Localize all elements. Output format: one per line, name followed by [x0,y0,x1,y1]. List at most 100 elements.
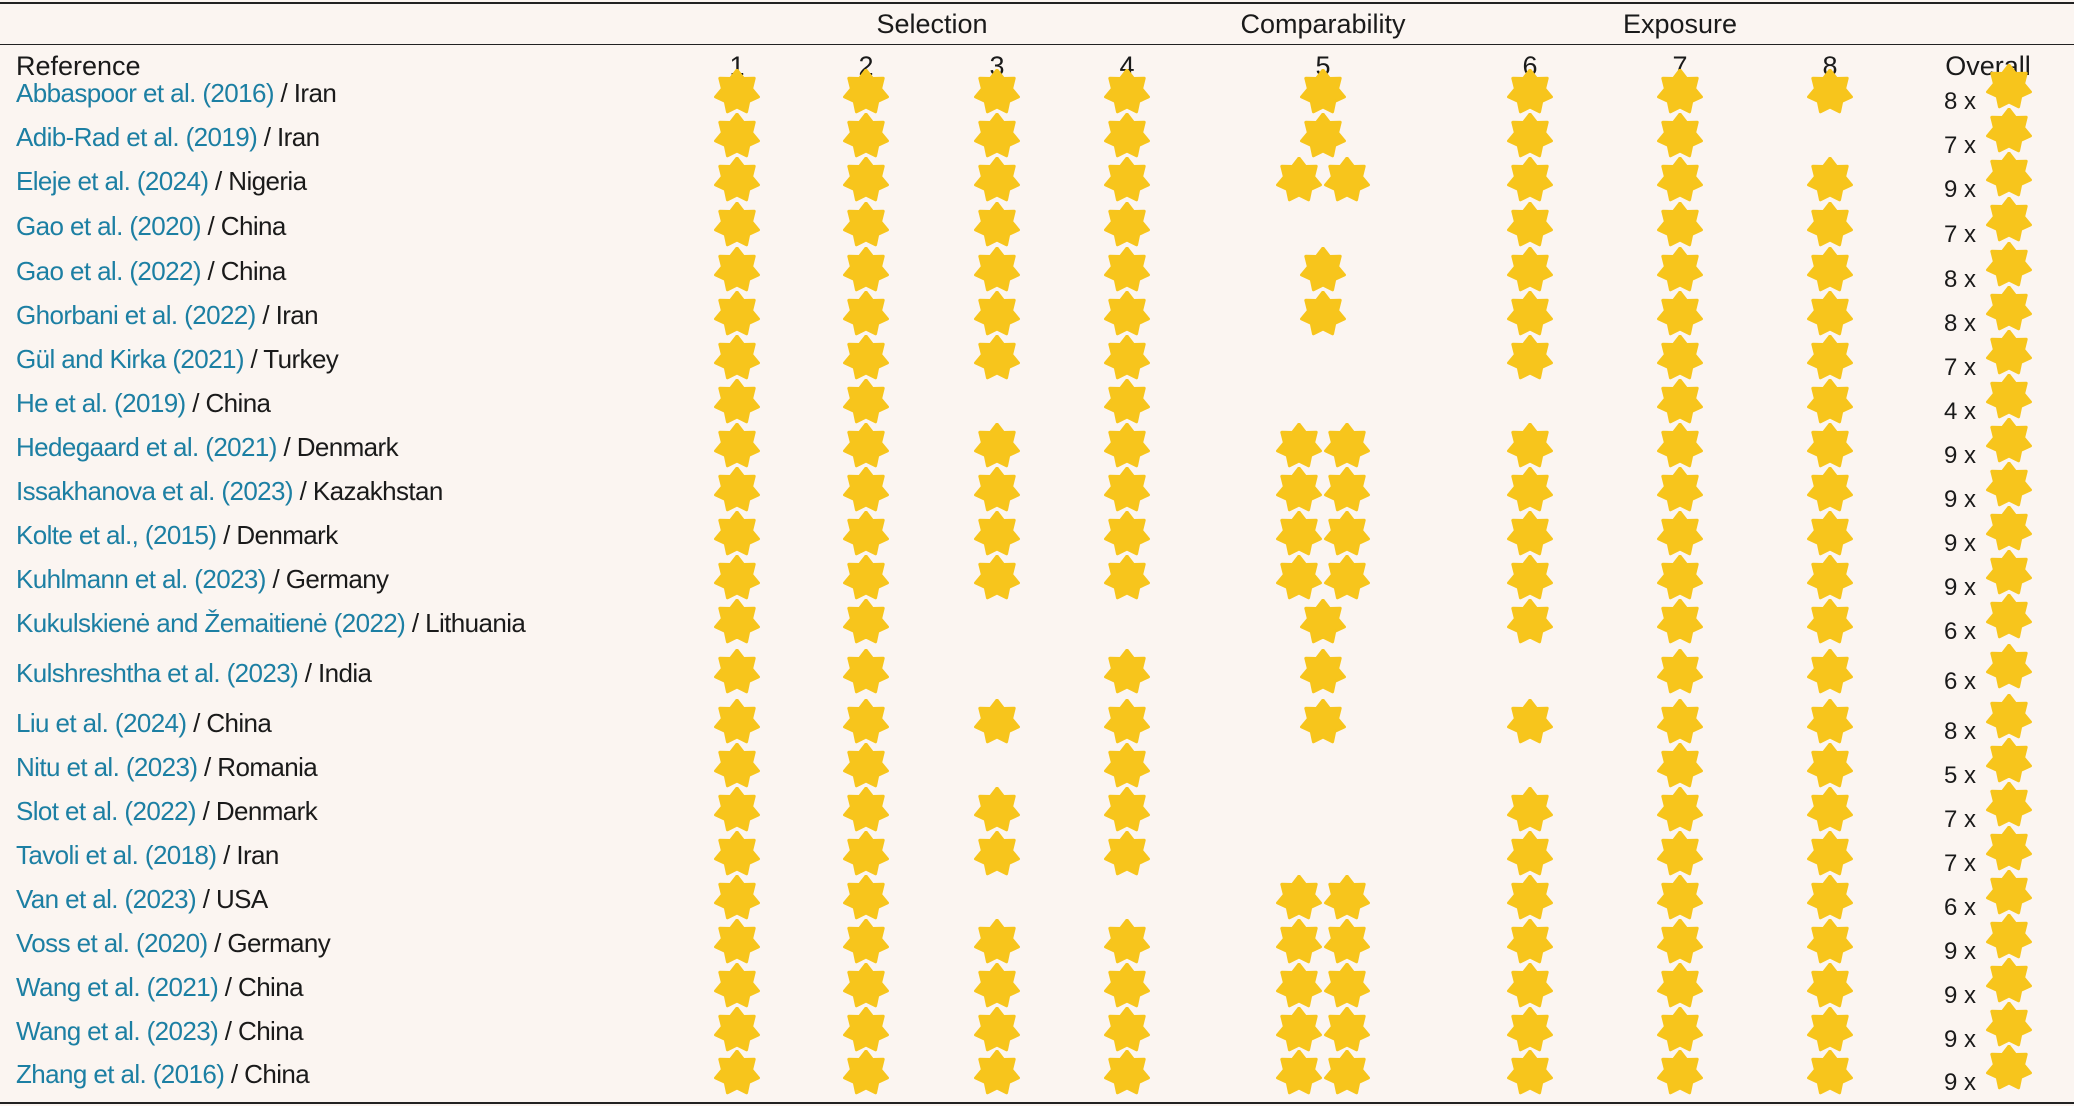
star-icon [1807,919,1853,965]
star-icon [974,699,1020,745]
overall-count: 8 x [1944,718,1977,745]
star-icon [1507,335,1553,381]
country-label: / China [224,1059,310,1089]
table-row: Kulshreshtha et al. (2023) / India 6 x [0,644,2074,695]
country-label: / India [298,658,372,688]
star-icon [1507,157,1553,203]
star-icon [1807,335,1853,381]
star-icon [1657,247,1703,293]
star-icon [1104,919,1150,965]
star-icon [714,423,760,469]
star-icon [1986,462,2032,508]
reference-cell: Zhang et al. (2016) / China [16,1059,310,1089]
citation-link[interactable]: Gao et al. (2020) [16,211,202,241]
country-label: / Iran [257,122,320,152]
citation-link[interactable]: Ghorbani et al. (2022) [16,300,256,330]
star-icon [1104,247,1150,293]
citation-link[interactable]: Issakhanova et al. (2023) [16,476,294,506]
citation-link[interactable]: Adib-Rad et al. (2019) [16,122,258,152]
star-icon [1104,291,1150,337]
star-icon [974,157,1020,203]
citation-link[interactable]: Kulshreshtha et al. (2023) [16,658,299,688]
group-header-comparability: Comparability [1240,9,1406,39]
star-icon [1300,699,1346,745]
table-row: Tavoli et al. (2018) / Iran 7 x [0,826,2074,877]
citation-link[interactable]: Kolte et al., (2015) [16,520,217,550]
citation-link[interactable]: Liu et al. (2024) [16,708,187,738]
star-icon [843,599,889,645]
star-icon [1807,379,1853,425]
star-icon [843,699,889,745]
citation-link[interactable]: Slot et al. (2022) [16,796,197,826]
star-icon [1986,64,2032,110]
reference-cell: Kuhlmann et al. (2023) / Germany [16,564,389,594]
header-rule [0,44,2074,45]
star-icon [1657,202,1703,248]
overall-count: 8 x [1944,88,1977,115]
citation-link[interactable]: Hedegaard et al. (2021) [16,432,277,462]
reference-cell: Van et al. (2023) / USA [16,884,268,914]
overall-count: 8 x [1944,266,1977,293]
star-icon [843,1007,889,1053]
overall-count: 8 x [1944,310,1977,337]
citation-link[interactable]: Wang et al. (2021) [16,972,219,1002]
star-icon [843,379,889,425]
star-icon [1104,555,1150,601]
star-icon [1104,699,1150,745]
star-icon [1986,152,2032,198]
star-icon [1324,511,1370,557]
star-icon [1104,379,1150,425]
star-icon [1507,1007,1553,1053]
star-icon [1986,550,2032,596]
star-icon [1807,743,1853,789]
table-row: Issakhanova et al. (2023) / Kazakhstan 9 … [0,462,2074,513]
star-icon [714,511,760,557]
citation-link[interactable]: Gül and Kirka (2021) [16,344,245,374]
star-icon [1657,335,1703,381]
star-icon [1657,555,1703,601]
overall-count: 6 x [1944,618,1977,645]
star-icon [974,335,1020,381]
star-icon [1324,467,1370,513]
reference-cell: He et al. (2019) / China [16,388,271,418]
star-icon [1507,423,1553,469]
star-icon [714,743,760,789]
star-icon [1986,418,2032,464]
citation-link[interactable]: Abbaspoor et al. (2016) [16,78,275,108]
table-bottom-rule [0,1102,2074,1104]
star-icon [843,743,889,789]
citation-link[interactable]: Gao et al. (2022) [16,256,202,286]
citation-link[interactable]: Wang et al. (2023) [16,1016,219,1046]
star-icon [1104,335,1150,381]
star-icon [1657,157,1703,203]
citation-link[interactable]: Tavoli et al. (2018) [16,840,217,870]
overall-count: 6 x [1944,894,1977,921]
reference-cell: Voss et al. (2020) / Germany [16,928,331,958]
citation-link[interactable]: Nitu et al. (2023) [16,752,198,782]
star-icon [1807,423,1853,469]
star-icon [1300,649,1346,695]
star-icon [1807,202,1853,248]
reference-cell: Kulshreshtha et al. (2023) / India [16,658,372,688]
star-icon [1986,1002,2032,1048]
star-icon [1657,1050,1703,1096]
star-icon [1807,69,1853,115]
table-row: Wang et al. (2023) / China 9 x [0,1002,2074,1053]
star-icon [1807,1007,1853,1053]
star-icon [714,379,760,425]
star-icon [974,555,1020,601]
star-icon [1507,963,1553,1009]
star-icon [1104,69,1150,115]
country-label: / China [218,1016,304,1046]
citation-link[interactable]: Zhang et al. (2016) [16,1059,225,1089]
citation-link[interactable]: Kuhlmann et al. (2023) [16,564,266,594]
table-row: Wang et al. (2021) / China 9 x [0,958,2074,1009]
citation-link[interactable]: He et al. (2019) [16,388,186,418]
star-icon [1507,113,1553,159]
citation-link[interactable]: Kukulskienė and Žemaitienė (2022) [16,608,406,638]
citation-link[interactable]: Eleje et al. (2024) [16,166,209,196]
star-icon [1657,1007,1703,1053]
citation-link[interactable]: Voss et al. (2020) [16,928,208,958]
citation-link[interactable]: Van et al. (2023) [16,884,197,914]
reference-cell: Gao et al. (2020) / China [16,211,286,241]
